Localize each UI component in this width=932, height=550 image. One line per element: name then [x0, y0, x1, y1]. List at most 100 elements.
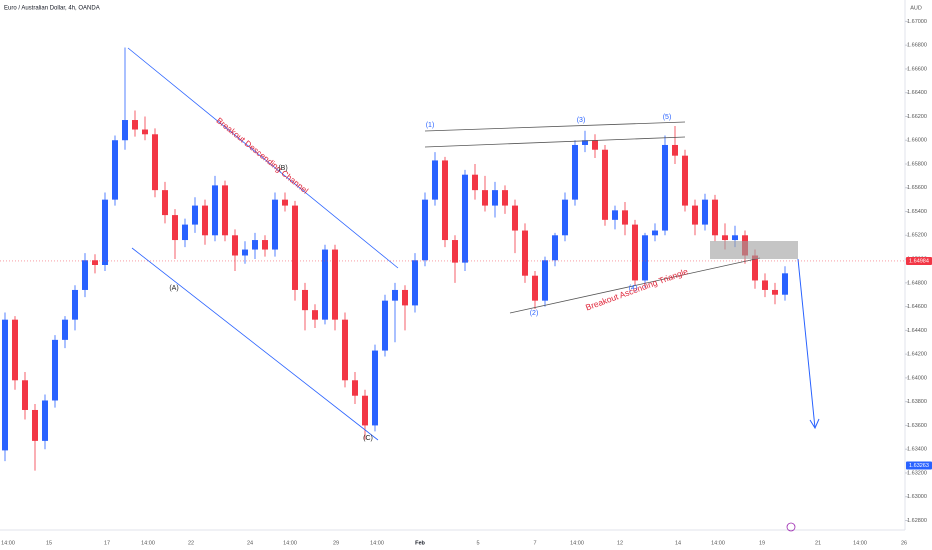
y-tick-label: 1.63200 — [907, 470, 927, 476]
y-tick-label: 1.65600 — [907, 185, 927, 191]
x-axis-label: 7 — [533, 540, 536, 546]
marked-price-box — [906, 461, 932, 470]
resistance-line — [424, 136, 686, 148]
candle-body — [552, 235, 558, 261]
candle-body — [312, 310, 318, 320]
drawings — [127, 47, 820, 532]
annotation: (B) — [278, 165, 287, 172]
y-tick-label: 1.64000 — [907, 375, 927, 381]
x-axis-label: 15 — [46, 540, 52, 546]
x-axis-label: 22 — [188, 540, 194, 546]
candle-body — [762, 280, 768, 290]
x-axis-label: 14:00 — [141, 540, 155, 546]
y-tick-label: 1.66800 — [907, 43, 927, 49]
triangle-support — [509, 257, 761, 314]
candle-body — [132, 120, 138, 130]
candle-body — [52, 339, 58, 401]
candle-body — [182, 224, 188, 241]
candle-body — [602, 149, 608, 220]
candle-body — [362, 395, 368, 426]
x-axis-label: 14:00 — [853, 540, 867, 546]
candle-body — [212, 185, 218, 236]
candle-body — [692, 205, 698, 225]
annotation: (5) — [663, 114, 672, 121]
candle-body — [392, 289, 398, 301]
candle-body — [202, 205, 208, 236]
channel-lower — [131, 247, 379, 441]
candle-body — [82, 260, 88, 290]
candle-body — [432, 160, 438, 200]
candle-body — [22, 380, 28, 410]
event-icon[interactable] — [786, 522, 796, 532]
candle-body — [382, 300, 388, 351]
annotation: (2) — [530, 310, 539, 317]
candle-body — [402, 289, 408, 306]
candle-body — [682, 155, 688, 206]
chart-title: Euro / Australian Dollar, 4h, OANDA — [4, 6, 100, 12]
candle-body — [712, 199, 718, 236]
candle-body — [592, 140, 598, 150]
candle-body — [612, 210, 618, 220]
candle-body — [502, 190, 508, 206]
candle-body — [412, 260, 418, 306]
candle-body — [282, 199, 288, 206]
y-tick-label: 1.66400 — [907, 90, 927, 96]
candle-body — [472, 174, 478, 191]
x-axis-label: 29 — [333, 540, 339, 546]
marked-price-label: 1.63263 — [909, 463, 929, 469]
candle-body — [542, 260, 548, 301]
y-tick-label: 1.64200 — [907, 352, 927, 358]
x-axis-label: 24 — [247, 540, 253, 546]
candle-body — [262, 240, 268, 250]
candle-body — [462, 174, 468, 263]
candle-body — [62, 319, 68, 340]
y-tick-label: 1.63400 — [907, 447, 927, 453]
candle-body — [652, 230, 658, 236]
x-axis-label: 26 — [901, 540, 907, 546]
candle-body — [372, 350, 378, 426]
breakout-zone — [710, 241, 798, 259]
candle-body — [12, 319, 18, 381]
candle-body — [722, 235, 728, 241]
arrow-head — [809, 418, 820, 430]
candle-body — [532, 275, 538, 301]
y-tick-label: 1.66200 — [907, 114, 927, 120]
candle-body — [632, 224, 638, 281]
candle-body — [242, 249, 248, 256]
candle-body — [782, 273, 788, 295]
currency-label: AUD — [910, 5, 922, 11]
candle-body — [452, 240, 458, 263]
candle-body — [482, 190, 488, 206]
x-axis-label: 14:00 — [570, 540, 584, 546]
candle-body — [752, 255, 758, 281]
channel-upper — [127, 47, 399, 269]
x-axis-label: 14:00 — [1, 540, 15, 546]
candle-body — [232, 235, 238, 256]
y-tick-label: 1.62800 — [907, 518, 927, 524]
candle-body — [252, 240, 258, 250]
candle-body — [572, 144, 578, 200]
candle-body — [222, 185, 228, 236]
annotation: (A) — [169, 285, 178, 292]
candle-body — [322, 249, 328, 320]
candles — [2, 47, 788, 471]
annotation: (4) — [629, 285, 638, 292]
candle-body — [32, 409, 38, 441]
y-tick-label: 1.65800 — [907, 161, 927, 167]
x-axis-label: 14:00 — [370, 540, 384, 546]
x-axis-label: 12 — [617, 540, 623, 546]
y-tick-label: 1.63800 — [907, 399, 927, 405]
candle-body — [122, 120, 128, 141]
candle-body — [342, 319, 348, 381]
candle-body — [672, 144, 678, 156]
candle-body — [102, 199, 108, 265]
candle-body — [162, 190, 168, 216]
annotation: (3) — [577, 117, 586, 124]
y-tick-label: 1.65400 — [907, 209, 927, 215]
candle-body — [172, 215, 178, 241]
candle-body — [2, 319, 8, 451]
resistance-line — [424, 121, 686, 132]
x-axis-label: 14:00 — [283, 540, 297, 546]
x-axis-label: Feb — [415, 540, 425, 546]
